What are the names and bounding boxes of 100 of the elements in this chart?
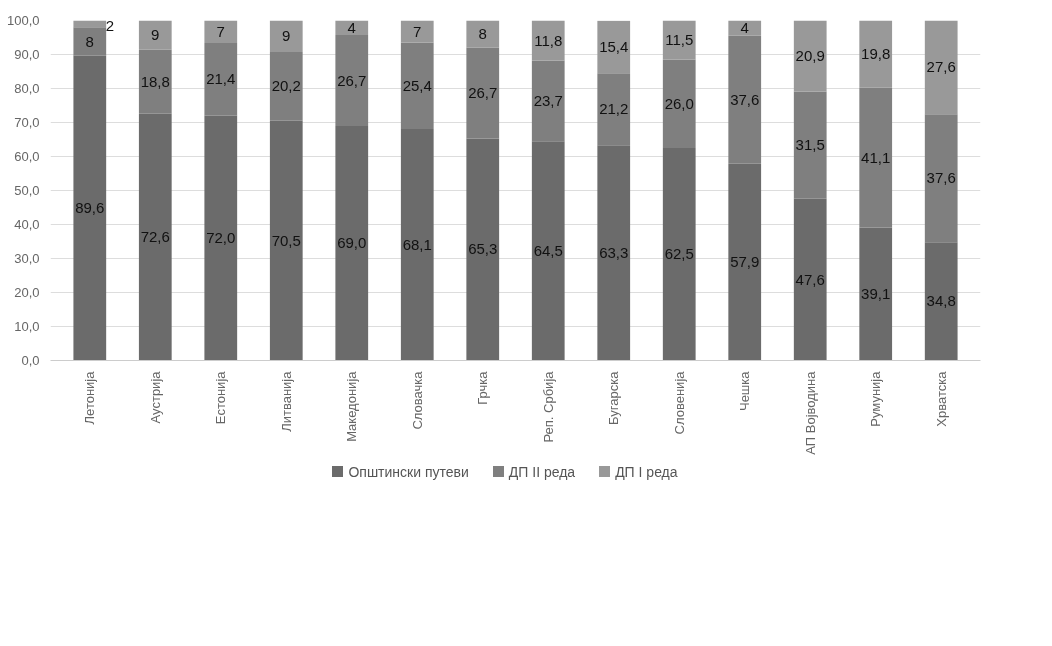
- data-label: 72,0: [206, 229, 236, 247]
- bar: [335, 125, 369, 361]
- bar: [793, 91, 827, 199]
- y-tick-label: 10,0: [14, 319, 40, 334]
- bar: [793, 20, 827, 92]
- data-label: 18,8: [140, 72, 170, 90]
- data-label: 9: [151, 26, 160, 44]
- bar: [924, 20, 958, 115]
- data-label: 39,1: [861, 285, 891, 303]
- data-label: 72,6: [140, 228, 170, 246]
- data-label: 65,3: [468, 240, 498, 258]
- bar: [662, 20, 696, 60]
- y-tick-label: 30,0: [14, 251, 40, 266]
- bar: [597, 73, 631, 146]
- x-tick-label: Реп. Србија: [540, 370, 556, 443]
- bar: [531, 20, 565, 61]
- data-label: 70,5: [271, 231, 301, 249]
- data-label: 62,5: [664, 245, 694, 263]
- bar: [859, 20, 893, 88]
- x-tick-label: Словачка: [409, 370, 425, 430]
- bar: [204, 42, 238, 116]
- data-label: 8: [478, 25, 487, 43]
- y-tick-label: 70,0: [14, 115, 40, 130]
- bar: [728, 20, 762, 36]
- bar: [859, 227, 893, 361]
- bar: [269, 120, 303, 361]
- data-label: 31,5: [795, 136, 825, 154]
- data-label: 69,0: [337, 234, 367, 252]
- data-label: 20,2: [271, 77, 301, 95]
- legend-label: Општински путеви: [347, 464, 469, 480]
- bar: [269, 20, 303, 53]
- bar: [728, 35, 762, 164]
- data-label: 23,7: [533, 91, 563, 109]
- x-tick-label: Македонија: [344, 370, 360, 442]
- data-label: 11,8: [534, 31, 563, 49]
- x-tick-label: Грчка: [475, 370, 491, 405]
- data-label: 89,6: [75, 199, 105, 217]
- data-label: 37,6: [730, 90, 760, 108]
- data-label: 37,6: [926, 169, 956, 187]
- bar: [531, 141, 565, 361]
- y-tick-label: 20,0: [14, 285, 40, 300]
- bar: [924, 114, 958, 243]
- bar: [466, 47, 500, 139]
- legend-label: ДП II реда: [507, 464, 576, 480]
- y-tick-label: 80,0: [14, 81, 40, 96]
- x-tick-label: Естонија: [213, 370, 229, 425]
- bar: [400, 128, 434, 361]
- data-label: 27,6: [926, 58, 956, 76]
- bar: [466, 138, 500, 361]
- y-tick-label: 100,0: [6, 13, 40, 28]
- data-label: 64,5: [533, 241, 563, 259]
- bar: [662, 148, 696, 361]
- bar: [859, 87, 893, 228]
- bar: [924, 242, 958, 361]
- bar: [400, 42, 434, 129]
- bar: [400, 20, 434, 43]
- data-label: 19,8: [861, 45, 891, 63]
- bar: [728, 163, 762, 361]
- data-label: 21,2: [599, 100, 629, 118]
- y-tick-label: 0,0: [21, 353, 40, 368]
- bar: [204, 20, 238, 43]
- x-tick-label: Летонија: [82, 370, 98, 425]
- legend-label: ДП I реда: [614, 464, 678, 480]
- data-label: 25,4: [402, 76, 432, 94]
- bar: [138, 20, 172, 50]
- data-label: 4: [740, 19, 749, 37]
- data-label: 4: [347, 18, 356, 36]
- bar: [204, 115, 238, 361]
- x-tick-label: Хрватска: [933, 370, 949, 427]
- x-tick-label: Бугарска: [606, 370, 622, 425]
- data-label: 34,8: [926, 292, 956, 310]
- data-label: 8: [85, 32, 94, 50]
- x-tick-label: Аустрија: [147, 370, 163, 424]
- bar: [597, 145, 631, 361]
- y-tick-label: 50,0: [14, 183, 40, 198]
- data-label: 7: [413, 22, 422, 40]
- data-label: 7: [216, 22, 225, 40]
- x-tick-label: Чешка: [737, 370, 753, 412]
- bar: [269, 52, 303, 121]
- bar: [597, 20, 631, 74]
- data-label: 68,1: [402, 235, 432, 253]
- data-label: 47,6: [795, 270, 825, 288]
- data-label: 26,0: [664, 94, 694, 112]
- data-label: 63,3: [599, 243, 629, 261]
- data-label: 20,9: [795, 47, 825, 65]
- bar: [73, 55, 107, 361]
- x-tick-label: Литванија: [278, 370, 294, 432]
- x-tick-label: АП Војводина: [802, 370, 818, 455]
- bar: [466, 20, 500, 48]
- bar: [335, 35, 369, 126]
- data-label: 21,4: [206, 70, 236, 88]
- bar: [73, 27, 107, 56]
- data-label: 9: [282, 27, 291, 45]
- data-label: 26,7: [468, 84, 498, 102]
- bar: [138, 49, 172, 114]
- bar: [531, 60, 565, 142]
- data-label: 57,9: [730, 253, 760, 271]
- data-label: 26,7: [337, 71, 367, 89]
- bar: [138, 113, 172, 361]
- y-tick-label: 40,0: [14, 217, 40, 232]
